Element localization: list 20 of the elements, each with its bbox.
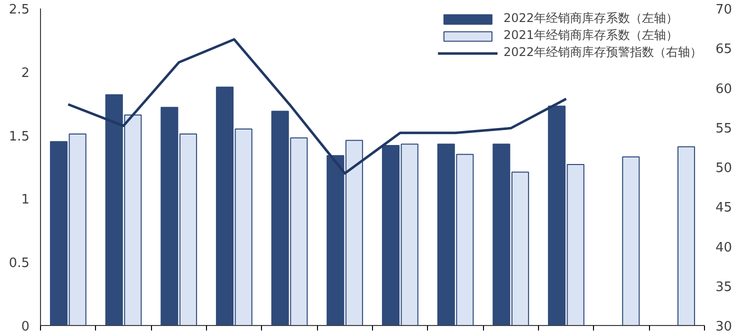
y2-tick-label: 60 <box>716 82 732 97</box>
y2-tick-label: 65 <box>716 42 732 58</box>
y-tick-label: 0.5 <box>8 256 30 272</box>
y-tick-label: 1 <box>21 192 30 208</box>
y-tick-label: 1.5 <box>8 129 30 144</box>
y2-tick-label: 70 <box>716 2 732 18</box>
y2-tick-label: 45 <box>716 200 732 216</box>
legend-label: 2022年经销商库存系数（左轴） <box>503 10 678 27</box>
legend-label: 2021年经销商库存系数（左轴） <box>503 27 678 44</box>
y-tick-label: 2 <box>21 66 30 81</box>
bar <box>622 156 640 326</box>
y-tick-label: 0 <box>21 320 30 333</box>
y2-tick-label: 40 <box>716 240 732 256</box>
y2-tick-label: 55 <box>716 121 732 136</box>
bar <box>677 146 696 326</box>
y2-tick-label: 35 <box>716 280 732 295</box>
y-tick-label: 2.5 <box>8 2 30 18</box>
y2-tick-label: 50 <box>716 161 732 176</box>
y2-tick-label: 30 <box>716 320 732 333</box>
legend-label: 2022年经销商库存预警指数（右轴） <box>503 44 702 61</box>
